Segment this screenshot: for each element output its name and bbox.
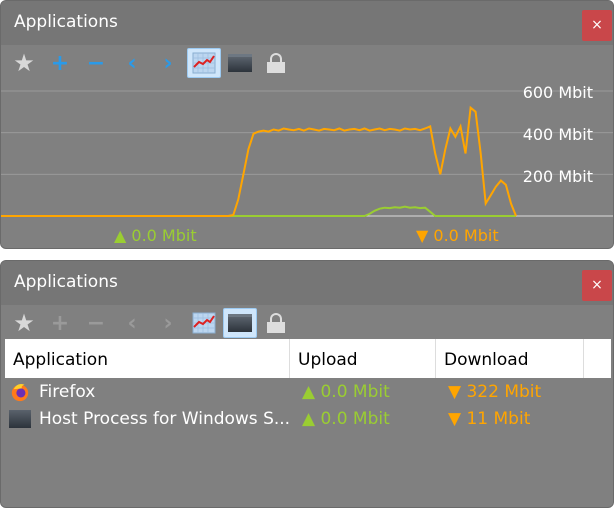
upload-value: ▲ 0.0 Mbit xyxy=(302,381,390,402)
upload-value: ▲ 0.0 Mbit xyxy=(302,408,390,429)
star-icon[interactable]: ★ xyxy=(13,309,35,337)
lock-icon[interactable] xyxy=(259,48,293,78)
title-bar: Applications × xyxy=(1,1,613,45)
lock-icon[interactable] xyxy=(259,308,293,338)
table-row[interactable]: Firefox ▲ 0.0 Mbit ▼ 322 Mbit xyxy=(5,378,611,405)
app-name: Firefox xyxy=(39,381,96,402)
title-bar: Applications × xyxy=(1,261,613,305)
download-total: ▼ 0.0 Mbit xyxy=(416,226,499,245)
chevron-right-icon[interactable]: › xyxy=(163,50,173,76)
minus-icon: − xyxy=(86,310,106,336)
panel-title: Applications xyxy=(14,12,118,32)
firefox-icon xyxy=(11,383,29,401)
window-icon xyxy=(9,409,31,428)
app-name: Host Process for Windows S... xyxy=(39,408,290,429)
close-button[interactable]: × xyxy=(582,10,612,41)
window-icon[interactable] xyxy=(223,308,257,338)
axis-label-400: 400 Mbit xyxy=(522,125,593,144)
chevron-left-icon[interactable]: ‹ xyxy=(127,50,137,76)
graph-icon[interactable] xyxy=(187,48,221,78)
minus-icon[interactable]: − xyxy=(86,50,106,76)
applications-graph-panel: Applications × ★ + − ‹ › 600 Mbit 400 Mb… xyxy=(0,0,614,249)
traffic-graph xyxy=(1,90,613,217)
axis-label-200: 200 Mbit xyxy=(522,167,593,186)
plus-icon: + xyxy=(50,310,70,336)
axis-label-600: 600 Mbit xyxy=(522,83,593,102)
upload-series-line xyxy=(1,205,516,217)
applications-list-panel: Applications × ★ + − ‹ › Application Upl… xyxy=(0,260,614,508)
column-upload[interactable]: Upload xyxy=(290,339,436,378)
close-button[interactable]: × xyxy=(582,270,612,301)
download-series-line xyxy=(1,105,517,217)
chevron-right-icon: › xyxy=(163,310,173,336)
applications-table: Application Upload Download Firefox ▲ 0.… xyxy=(5,339,611,505)
download-value: ▼ 11 Mbit xyxy=(448,408,531,429)
star-icon[interactable]: ★ xyxy=(13,49,35,77)
column-download[interactable]: Download xyxy=(436,339,584,378)
plus-icon[interactable]: + xyxy=(50,50,70,76)
window-icon[interactable] xyxy=(223,48,257,78)
chevron-left-icon: ‹ xyxy=(127,310,137,336)
table-row[interactable]: Host Process for Windows S... ▲ 0.0 Mbit… xyxy=(5,405,611,432)
graph-icon[interactable] xyxy=(187,308,221,338)
upload-total: ▲ 0.0 Mbit xyxy=(114,226,197,245)
column-application[interactable]: Application xyxy=(5,339,290,378)
toolbar: ★ + − ‹ › xyxy=(1,45,613,81)
toolbar: ★ + − ‹ › xyxy=(1,305,613,341)
table-header: Application Upload Download xyxy=(5,339,611,378)
download-value: ▼ 322 Mbit xyxy=(448,381,542,402)
panel-title: Applications xyxy=(14,272,118,292)
